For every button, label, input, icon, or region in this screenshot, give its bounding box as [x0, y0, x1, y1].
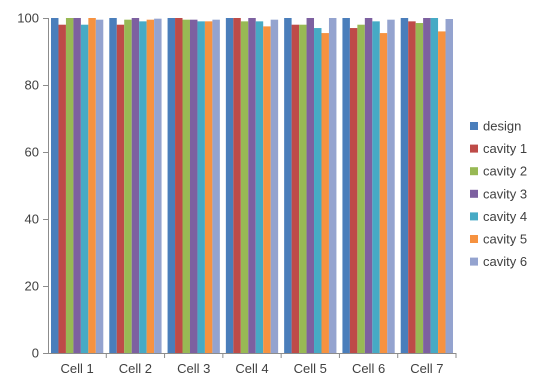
legend-swatch-cavity-5 [470, 235, 478, 243]
bar-cavity-6-cell-2 [154, 18, 162, 353]
legend: design cavity 1 cavity 2 cavity 3 cavity 4 ca… [470, 119, 527, 269]
bar-cavity-6-cell-6 [387, 19, 395, 354]
x-tick-label: Cell 7 [410, 361, 443, 376]
x-tick-label: Cell 2 [119, 361, 152, 376]
bar-cavity-2-cell-1 [65, 18, 74, 353]
bar-cavity-4-cell-3 [197, 21, 205, 353]
bar-cavity-2-cell-6 [357, 24, 365, 353]
bar-cavity-1-cell-7 [408, 21, 416, 353]
bar-cavity-5-cell-3 [204, 21, 213, 353]
bar-design-cell-2 [109, 18, 117, 353]
bar-design-cell-1 [51, 18, 59, 353]
bar-design-cell-6 [342, 18, 350, 353]
bar-cavity-3-cell-2 [131, 18, 140, 353]
bar-cavity-5-cell-6 [379, 33, 388, 353]
x-tick-label: Cell 3 [177, 361, 210, 376]
bar-cavity-4-cell-6 [372, 21, 380, 353]
bar-cavity-5-cell-7 [438, 31, 446, 354]
bar-cavity-5-cell-1 [88, 18, 96, 353]
y-axis-ticks: 0 20 40 60 80 100 [17, 11, 48, 361]
y-tick-label: 100 [17, 11, 39, 26]
x-axis-ticks: Cell 1 Cell 2 Cell 3 Cell 4 Cell 5 Cell 6 Cell… [61, 353, 457, 376]
bar-cavity-2-cell-7 [415, 23, 424, 354]
legend-swatch-design [470, 122, 478, 130]
bar-cavity-5-cell-4 [263, 26, 271, 354]
x-tick-label: Cell 4 [235, 361, 268, 376]
legend-label: design [483, 119, 521, 134]
bar-cavity-1-cell-3 [175, 18, 183, 353]
bar-cavity-4-cell-2 [139, 21, 147, 353]
bar-cavity-1-cell-2 [116, 24, 125, 353]
bar-cavity-4-cell-1 [80, 24, 89, 353]
legend-label: cavity 5 [483, 232, 527, 247]
legend-label: cavity 1 [483, 141, 527, 156]
bar-design-cell-4 [225, 18, 234, 353]
bar-cavity-6-cell-7 [445, 19, 453, 353]
bar-cavity-3-cell-7 [423, 18, 431, 353]
bar-cavity-6-cell-4 [270, 19, 279, 354]
y-tick-label: 60 [25, 145, 39, 160]
bar-design-cell-3 [167, 18, 176, 353]
bar-cavity-3-cell-4 [248, 18, 256, 353]
y-tick-label: 40 [25, 212, 39, 227]
legend-label: cavity 6 [483, 254, 527, 269]
x-tick-label: Cell 1 [61, 361, 94, 376]
bar-cavity-1-cell-6 [349, 28, 358, 354]
bar-cavity-2-cell-4 [240, 21, 249, 353]
bar-cavity-2-cell-3 [182, 19, 190, 354]
bar-cavity-4-cell-5 [314, 28, 322, 354]
bar-cavity-4-cell-7 [430, 18, 439, 353]
bar-cavity-1-cell-5 [291, 24, 300, 353]
bar-cavity-2-cell-5 [299, 24, 307, 353]
bar-design-cell-7 [400, 18, 409, 353]
legend-swatch-cavity-6 [470, 257, 478, 266]
legend-label: cavity 2 [483, 164, 527, 179]
bar-design-cell-5 [284, 18, 292, 353]
legend-swatch-cavity-4 [470, 212, 478, 221]
legend-label: cavity 4 [483, 209, 527, 224]
bar-cavity-3-cell-1 [73, 18, 81, 353]
bar-cavity-6-cell-3 [212, 19, 220, 354]
bar-cavity-2-cell-2 [124, 19, 132, 354]
bar-cavity-1-cell-1 [58, 24, 66, 353]
bar-cavity-6-cell-5 [328, 18, 337, 353]
bar-cavity-5-cell-2 [146, 19, 155, 354]
y-tick-label: 20 [25, 279, 39, 294]
bar-cavity-3-cell-6 [364, 18, 373, 353]
legend-label: cavity 3 [483, 186, 527, 201]
bar-cavity-4-cell-4 [255, 21, 264, 353]
bar-cavity-6-cell-1 [95, 19, 104, 354]
bar-cavity-3-cell-3 [189, 19, 198, 354]
x-tick-label: Cell 5 [294, 361, 327, 376]
legend-swatch-cavity-3 [470, 189, 478, 198]
legend-swatch-cavity-1 [470, 144, 478, 153]
x-tick-label: Cell 6 [352, 361, 385, 376]
y-tick-label: 80 [25, 78, 39, 93]
legend-swatch-cavity-2 [470, 167, 478, 176]
y-tick-label: 0 [32, 346, 39, 361]
bar-cavity-1-cell-4 [233, 18, 241, 353]
bar-series-group [51, 18, 453, 354]
bar-cavity-5-cell-5 [321, 33, 329, 353]
bar-cavity-3-cell-5 [306, 18, 315, 353]
